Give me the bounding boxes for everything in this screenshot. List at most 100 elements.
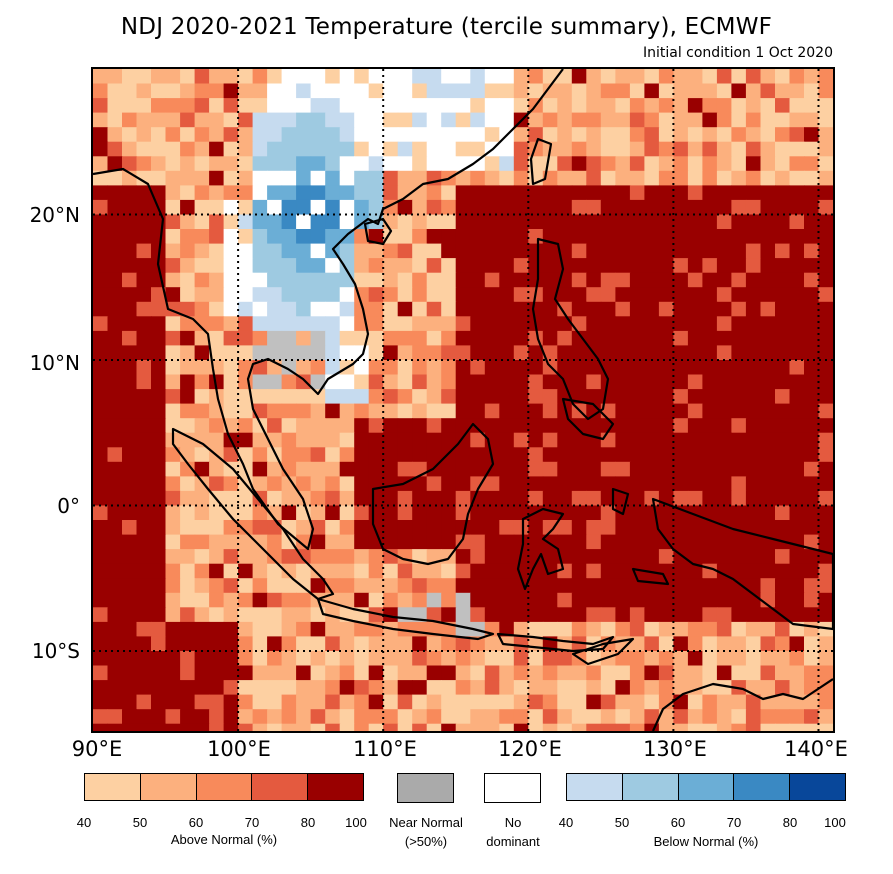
grid-cell [586, 490, 602, 506]
grid-cell [702, 83, 718, 99]
grid-cell [310, 549, 326, 565]
grid-cell [180, 258, 196, 274]
grid-cell [165, 651, 181, 667]
grid-cell [310, 170, 326, 186]
grid-cell [789, 301, 805, 317]
grid-cell [542, 316, 558, 332]
grid-cell [441, 69, 457, 85]
lat-label-20n: 20°N [29, 203, 80, 227]
grid-cell [441, 418, 457, 434]
grid-cell [107, 258, 123, 274]
lat-label-10n: 10°N [29, 351, 80, 375]
grid-cell [165, 214, 181, 230]
grid-cell [223, 505, 239, 521]
grid-cell [296, 127, 312, 143]
grid-cell [310, 258, 326, 274]
grid-cell [818, 389, 833, 405]
grid-cell [397, 185, 413, 201]
grid-cell [383, 607, 399, 623]
grid-cell [281, 330, 297, 346]
grid-cell [789, 651, 805, 667]
grid-cell [151, 141, 167, 157]
grid-cell [368, 447, 384, 463]
legend-below-bar [566, 773, 846, 801]
grid-cell [238, 214, 254, 230]
grid-cell [441, 520, 457, 536]
grid-cell [745, 316, 761, 332]
grid-cell [209, 563, 225, 579]
grid-cell [658, 563, 674, 579]
grid-cell [151, 578, 167, 594]
grid-cell [586, 461, 602, 477]
grid-cell [151, 665, 167, 681]
grid-cell [455, 199, 471, 215]
grid-cell [600, 476, 616, 492]
grid-cell [702, 112, 718, 128]
grid-cell [180, 403, 196, 419]
grid-cell [673, 214, 689, 230]
grid-cell [354, 651, 370, 667]
grid-cell [122, 418, 138, 434]
grid-cell [702, 199, 718, 215]
grid-cell [180, 330, 196, 346]
grid-cell [557, 592, 573, 608]
grid-cell [354, 345, 370, 361]
grid-cell [397, 374, 413, 390]
grid-cell [267, 534, 283, 550]
grid-cell [789, 723, 805, 731]
grid-cell [281, 229, 297, 245]
grid-cell [412, 258, 428, 274]
grid-cell [760, 345, 776, 361]
grid-cell [731, 345, 747, 361]
grid-cell [615, 607, 631, 623]
grid-cell [716, 272, 732, 288]
grid-cell [165, 447, 181, 463]
grid-cell [354, 389, 370, 405]
grid-cell [818, 272, 833, 288]
grid-cell [760, 490, 776, 506]
grid-cell [383, 505, 399, 521]
grid-cell [789, 578, 805, 594]
grid-cell [194, 403, 210, 419]
grid-cell [136, 360, 152, 376]
grid-cell [586, 272, 602, 288]
grid-cell [267, 694, 283, 710]
grid-cell [165, 505, 181, 521]
grid-cell [586, 156, 602, 172]
grid-cell [194, 156, 210, 172]
grid-cell [673, 447, 689, 463]
grid-cell [383, 723, 399, 731]
grid-cell [484, 258, 500, 274]
grid-cell [223, 709, 239, 725]
grid-cell [745, 69, 761, 85]
grid-cell [397, 360, 413, 376]
grid-cell [107, 316, 123, 332]
grid-cell [238, 258, 254, 274]
grid-cell [557, 461, 573, 477]
grid-cell [238, 127, 254, 143]
grid-cell [136, 98, 152, 114]
grid-cell [615, 549, 631, 565]
grid-cell [252, 694, 268, 710]
grid-cell [615, 432, 631, 448]
grid-cell [586, 723, 602, 731]
grid-cell [528, 694, 544, 710]
grid-cell [586, 607, 602, 623]
grid-cell [702, 360, 718, 376]
grid-cell [93, 389, 109, 405]
grid-cell [267, 389, 283, 405]
grid-cell [107, 694, 123, 710]
grid-cell [470, 680, 486, 696]
grid-cell [673, 127, 689, 143]
grid-cell [542, 330, 558, 346]
grid-cell [281, 490, 297, 506]
grid-cell [107, 141, 123, 157]
grid-cell [267, 520, 283, 536]
grid-cell [383, 316, 399, 332]
grid-cell [252, 461, 268, 477]
grid-cell [775, 432, 791, 448]
legend-near-caption-1: Near Normal [389, 815, 463, 830]
grid-cell [209, 98, 225, 114]
grid-cell [818, 665, 833, 681]
grid-cell [426, 345, 442, 361]
